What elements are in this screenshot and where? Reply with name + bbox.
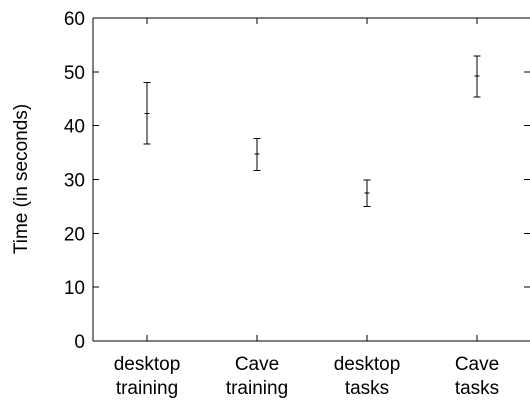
data-point bbox=[253, 138, 261, 171]
y-axis-ticks: 0 10 20 30 40 50 60 bbox=[64, 9, 530, 353]
y-tick-label: 30 bbox=[64, 171, 85, 192]
y-tick-label: 10 bbox=[64, 278, 85, 299]
x-tick-label: tasks bbox=[455, 378, 499, 399]
y-tick-label: 60 bbox=[64, 9, 85, 30]
y-tick-label: 0 bbox=[74, 332, 85, 353]
data-point bbox=[143, 82, 151, 145]
data-point bbox=[473, 55, 481, 98]
x-tick-label: desktop bbox=[334, 354, 401, 375]
y-tick-label: 40 bbox=[64, 117, 85, 138]
x-tick-label: training bbox=[226, 378, 288, 399]
plot-frame bbox=[92, 17, 530, 342]
data-points bbox=[143, 55, 481, 207]
y-tick-label: 50 bbox=[64, 63, 85, 84]
x-tick-label: Cave bbox=[455, 354, 499, 375]
x-tick-label: tasks bbox=[345, 378, 389, 399]
x-tick-label: training bbox=[116, 378, 178, 399]
x-tick-label: desktop bbox=[114, 354, 181, 375]
x-tick-label: Cave bbox=[235, 354, 279, 375]
y-tick-label: 20 bbox=[64, 224, 85, 245]
x-axis-ticks: desktop training Cave training desktop tasks C… bbox=[114, 18, 499, 399]
y-axis-title: Time (in seconds) bbox=[11, 104, 32, 254]
data-point bbox=[363, 179, 371, 207]
